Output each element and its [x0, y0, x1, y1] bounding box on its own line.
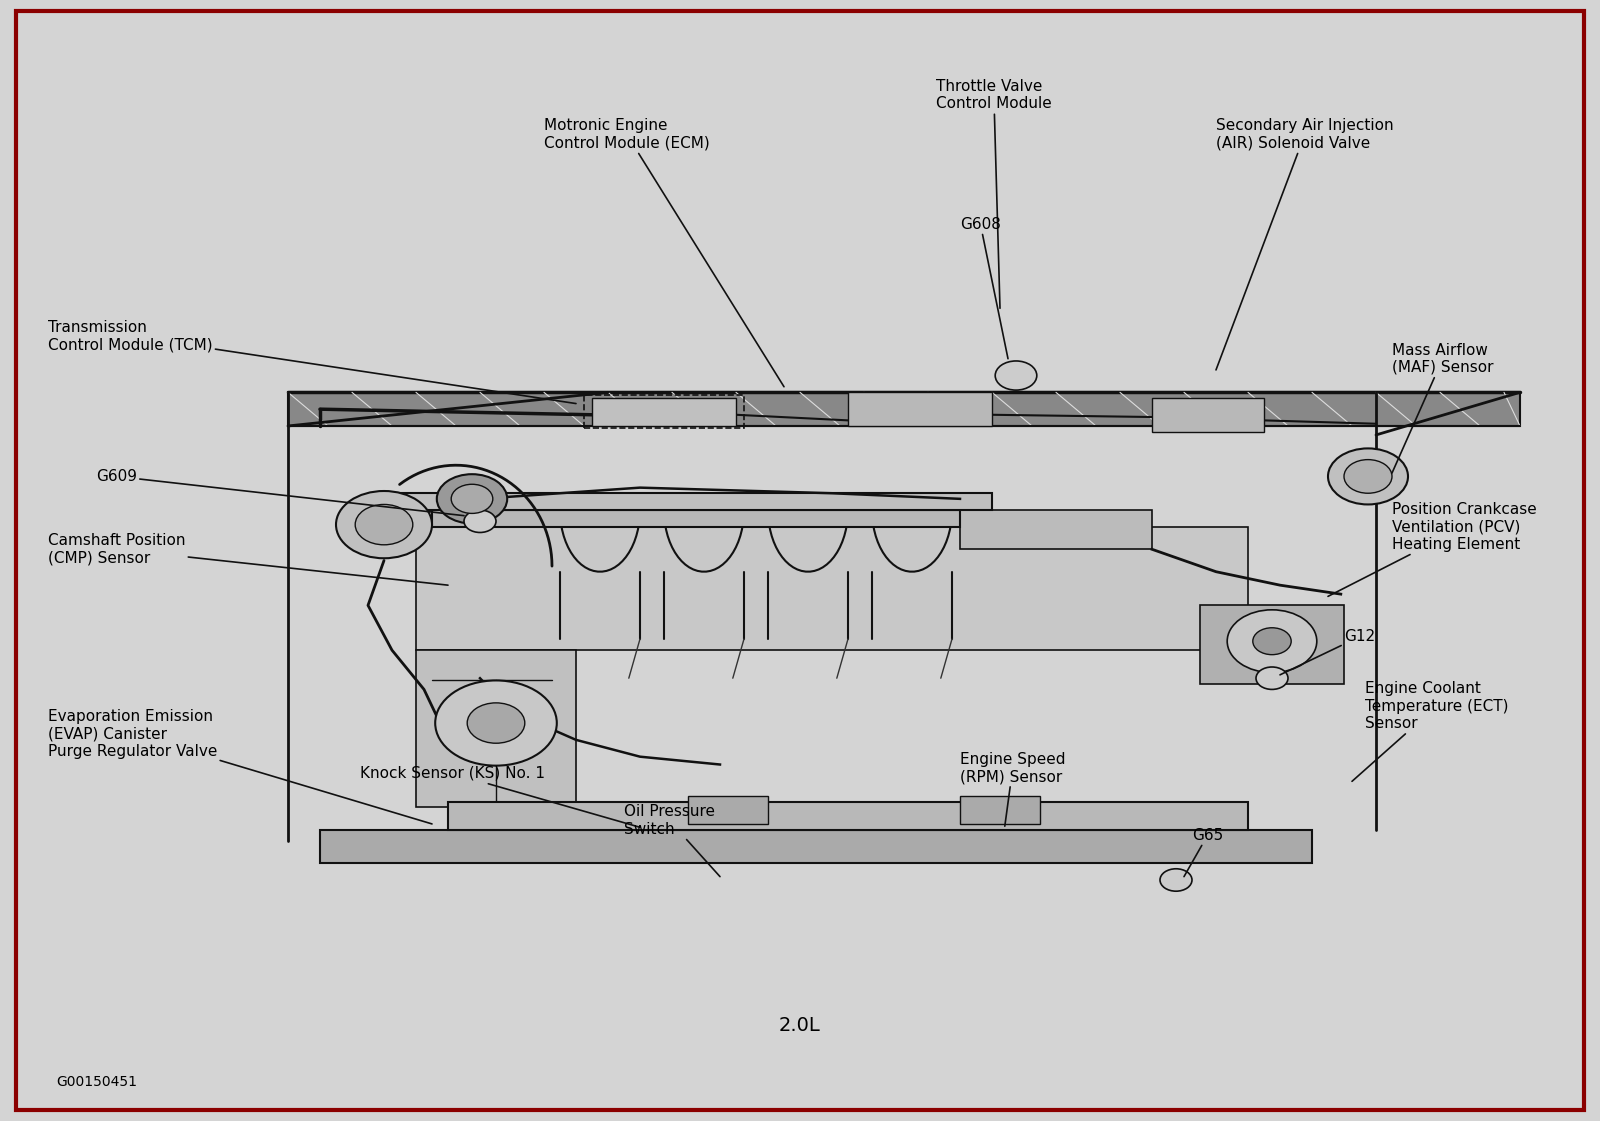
Polygon shape: [592, 398, 736, 426]
Text: Camshaft Position
(CMP) Sensor: Camshaft Position (CMP) Sensor: [48, 534, 448, 585]
Polygon shape: [848, 392, 992, 426]
Polygon shape: [320, 830, 1312, 863]
Circle shape: [464, 510, 496, 532]
Polygon shape: [416, 650, 576, 807]
Polygon shape: [960, 510, 1152, 549]
Polygon shape: [1200, 605, 1344, 684]
Polygon shape: [960, 796, 1040, 824]
Text: Secondary Air Injection
(AIR) Solenoid Valve: Secondary Air Injection (AIR) Solenoid V…: [1216, 119, 1394, 370]
Text: G12: G12: [1280, 629, 1374, 675]
Polygon shape: [288, 392, 1520, 426]
Text: G609: G609: [96, 469, 464, 516]
Circle shape: [1256, 667, 1288, 689]
Text: 2.0L: 2.0L: [779, 1017, 821, 1035]
Polygon shape: [448, 802, 1248, 830]
Circle shape: [1227, 610, 1317, 673]
Text: Throttle Valve
Control Module: Throttle Valve Control Module: [936, 80, 1051, 308]
Text: Evaporation Emission
(EVAP) Canister
Purge Regulator Valve: Evaporation Emission (EVAP) Canister Pur…: [48, 710, 432, 824]
Text: G65: G65: [1184, 827, 1224, 877]
Text: G608: G608: [960, 216, 1008, 359]
Circle shape: [1253, 628, 1291, 655]
Text: Motronic Engine
Control Module (ECM): Motronic Engine Control Module (ECM): [544, 119, 784, 387]
Circle shape: [336, 491, 432, 558]
Text: Oil Pressure
Switch: Oil Pressure Switch: [624, 805, 720, 877]
Circle shape: [467, 703, 525, 743]
Polygon shape: [688, 796, 768, 824]
Circle shape: [1160, 869, 1192, 891]
Text: Knock Sensor (KS) No. 1: Knock Sensor (KS) No. 1: [360, 766, 640, 827]
Circle shape: [1328, 448, 1408, 504]
Circle shape: [437, 474, 507, 524]
Circle shape: [995, 361, 1037, 390]
Circle shape: [1344, 460, 1392, 493]
Text: Engine Speed
(RPM) Sensor: Engine Speed (RPM) Sensor: [960, 752, 1066, 826]
Circle shape: [451, 484, 493, 513]
Polygon shape: [400, 493, 992, 510]
Text: Transmission
Control Module (TCM): Transmission Control Module (TCM): [48, 321, 576, 404]
Text: Engine Coolant
Temperature (ECT)
Sensor: Engine Coolant Temperature (ECT) Sensor: [1352, 682, 1509, 781]
Circle shape: [435, 680, 557, 766]
Text: Mass Airflow
(MAF) Sensor: Mass Airflow (MAF) Sensor: [1392, 343, 1493, 473]
Polygon shape: [416, 527, 1248, 650]
Text: Position Crankcase
Ventilation (PCV)
Heating Element: Position Crankcase Ventilation (PCV) Hea…: [1328, 502, 1536, 596]
Polygon shape: [432, 510, 960, 527]
Text: G00150451: G00150451: [56, 1075, 138, 1088]
Polygon shape: [1152, 398, 1264, 432]
Circle shape: [355, 504, 413, 545]
